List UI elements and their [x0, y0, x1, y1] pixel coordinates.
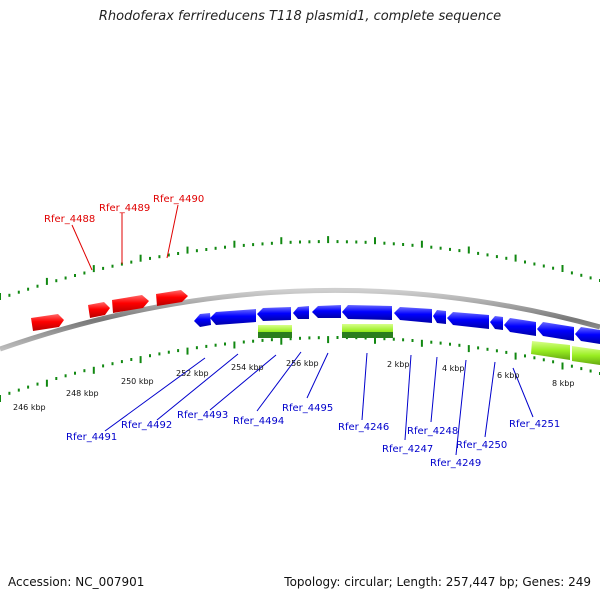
- leader-line-rfer-4247: [404, 354, 412, 441]
- accession-label: Accession: NC_007901: [8, 575, 145, 589]
- scale-label-256kbp: 256 kbp: [286, 359, 319, 368]
- scale-label-2kbp: 2 kbp: [387, 360, 409, 369]
- leader-line-rfer-4246: [361, 352, 368, 421]
- gene-arrow-rfer-4492[interactable]: [210, 309, 256, 325]
- leader-line-rfer-4488: [71, 224, 93, 271]
- leader-line-rfer-4494: [256, 351, 302, 412]
- gene-arrow-rfer-4247[interactable]: [394, 307, 432, 323]
- rna-features: [258, 324, 600, 365]
- leader-line-rfer-4492: [156, 353, 239, 421]
- gene-arrow-rfer-4250[interactable]: [490, 316, 503, 330]
- scale-label-4kbp: 4 kbp: [442, 364, 464, 373]
- gene-label-rfer-4494[interactable]: Rfer_4494: [233, 416, 284, 427]
- reverse-strand-genes: [194, 305, 600, 344]
- gene-label-rfer-4493[interactable]: Rfer_4493: [177, 410, 228, 421]
- gene-label-rfer-4249[interactable]: Rfer_4249: [430, 458, 481, 469]
- gene-arrow-rfer-4495[interactable]: [312, 305, 341, 318]
- leader-line-rfer-4491: [104, 357, 206, 432]
- leader-line-rfer-4250: [484, 361, 496, 438]
- gene-arrow-rfer-4487[interactable]: [31, 314, 64, 331]
- gene-label-rfer-4488[interactable]: Rfer_4488: [44, 214, 95, 225]
- scale-label-250kbp: 250 kbp: [121, 377, 154, 386]
- summary-label: Topology: circular; Length: 257,447 bp; …: [284, 575, 591, 589]
- leader-line-rfer-4249: [455, 359, 467, 456]
- gene-arrow-rfer-4249[interactable]: [447, 312, 489, 329]
- gene-label-rfer-4246[interactable]: Rfer_4246: [338, 422, 389, 433]
- scale-label-252kbp: 252 kbp: [176, 369, 209, 378]
- scale-label-8kbp: 8 kbp: [552, 379, 574, 388]
- outer-gene-labels: Rfer_4488 Rfer_4489 Rfer_4490: [44, 194, 204, 271]
- gene-label-rfer-4490[interactable]: Rfer_4490: [153, 194, 204, 205]
- scale-label-246kbp: 246 kbp: [13, 403, 46, 412]
- gene-arrow-rfer-4248[interactable]: [433, 310, 446, 324]
- leader-line-rfer-4493: [209, 354, 277, 411]
- scale-label-6kbp: 6 kbp: [497, 371, 519, 380]
- gene-arrow-next-1[interactable]: [537, 322, 574, 341]
- gene-label-rfer-4491[interactable]: Rfer_4491: [66, 432, 117, 443]
- gene-arrow-rfer-4490[interactable]: [156, 290, 188, 306]
- gene-arrow-rfer-4488[interactable]: [88, 302, 110, 318]
- gene-arrow-rfer-4246[interactable]: [342, 305, 392, 320]
- rna-feature-1-shade: [258, 332, 292, 338]
- gene-label-rfer-4250[interactable]: Rfer_4250: [456, 440, 507, 451]
- leader-line-rfer-4248: [430, 356, 438, 423]
- gene-label-rfer-4247[interactable]: Rfer_4247: [382, 444, 433, 455]
- gene-label-rfer-4495[interactable]: Rfer_4495: [282, 403, 333, 414]
- rna-feature-2-shade: [342, 332, 393, 338]
- gene-arrow-rfer-4493[interactable]: [257, 307, 291, 321]
- gene-label-rfer-4248[interactable]: Rfer_4248: [407, 426, 458, 437]
- gene-label-rfer-4489[interactable]: Rfer_4489: [99, 203, 150, 214]
- gene-label-rfer-4492[interactable]: Rfer_4492: [121, 420, 172, 431]
- plasmid-backbone: [0, 287, 600, 352]
- leader-line-rfer-4251: [512, 367, 534, 418]
- map-title: Rhodoferax ferrireducens T118 plasmid1, …: [98, 9, 502, 24]
- gene-arrow-rfer-4491[interactable]: [194, 313, 211, 327]
- inner-gene-labels: Rfer_4491 Rfer_4492 Rfer_4493 Rfer_4494 …: [66, 351, 560, 469]
- rna-feature-4[interactable]: [572, 346, 600, 365]
- scale-label-248kbp: 248 kbp: [66, 389, 99, 398]
- forward-strand-genes: [31, 290, 188, 331]
- gene-arrow-rfer-4494[interactable]: [293, 306, 309, 319]
- scale-labels: 246 kbp 248 kbp 250 kbp 252 kbp 254 kbp …: [13, 359, 574, 412]
- scale-label-254kbp: 254 kbp: [231, 363, 264, 372]
- gene-label-rfer-4251[interactable]: Rfer_4251: [509, 419, 560, 430]
- leader-line-rfer-4495: [306, 352, 329, 399]
- gene-arrow-next-2[interactable]: [575, 327, 600, 344]
- gene-arrow-rfer-4251[interactable]: [504, 318, 536, 336]
- gene-arrow-rfer-4489[interactable]: [112, 295, 149, 313]
- leader-line-rfer-4490: [166, 204, 179, 259]
- rna-feature-3[interactable]: [531, 341, 570, 360]
